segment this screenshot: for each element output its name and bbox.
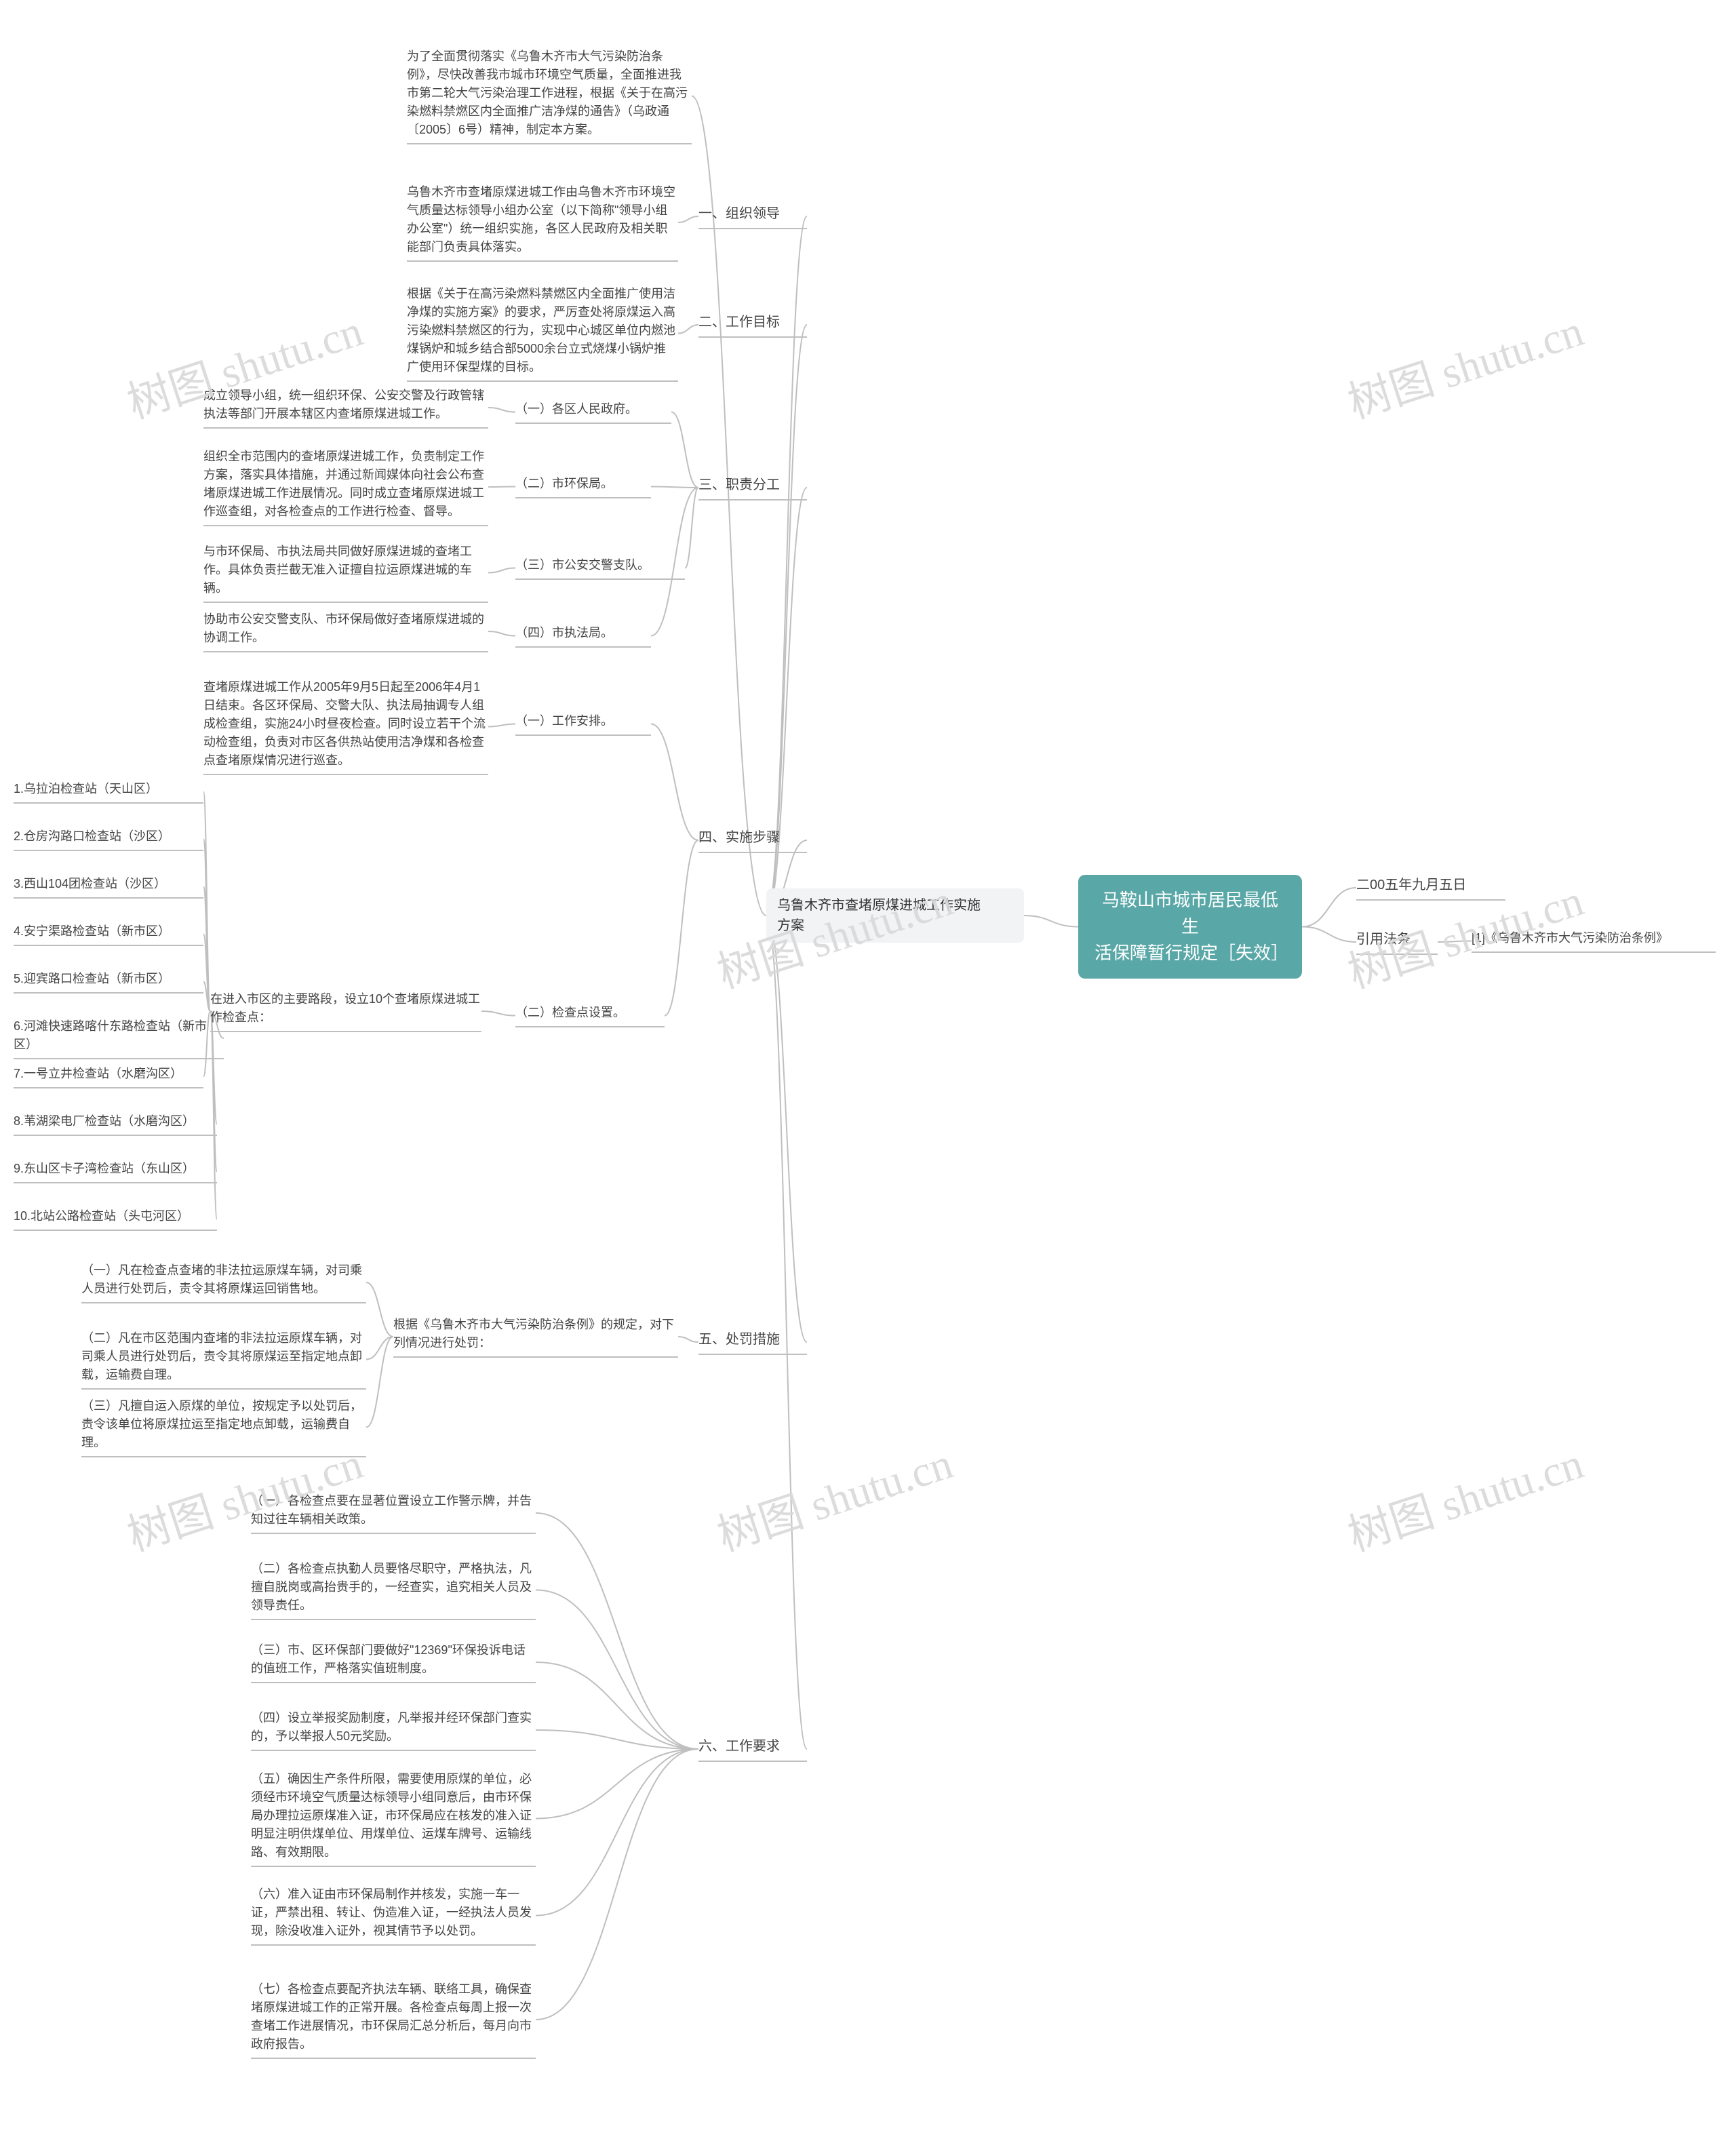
watermark: 树图 shutu.cn [1339, 1429, 1590, 1563]
checkpoint-8: 8.苇湖梁电厂检查站（水磨沟区） [14, 1112, 217, 1136]
section-3d-body: 协助市公安交警支队、市环保局做好查堵原煤进城的协调工作。 [203, 610, 488, 652]
section-3c-body: 与市环保局、市执法局共同做好原煤进城的查堵工作。具体负责拦截无准入证擅自拉运原煤… [203, 543, 488, 603]
watermark: 树图 shutu.cn [709, 1429, 960, 1563]
checkpoint-6: 6.河滩快速路喀什东路检查站（新市区） [14, 1017, 224, 1059]
section-6[interactable]: 六、工作要求 [698, 1736, 807, 1762]
checkpoint-5: 5.迎宾路口检查站（新市区） [14, 970, 203, 994]
section-3[interactable]: 三、职责分工 [698, 475, 807, 500]
checkpoint-1: 1.乌拉泊检查站（天山区） [14, 780, 203, 804]
section-6a: （一）各检查点要在显著位置设立工作警示牌，并告知过往车辆相关政策。 [251, 1492, 536, 1534]
checkpoint-3: 3.西山104团检查站（沙区） [14, 875, 203, 899]
section-6c: （三）市、区环保部门要做好"12369"环保投诉电话的值班工作，严格落实值班制度… [251, 1641, 536, 1683]
checkpoint-2: 2.仓房沟路口检查站（沙区） [14, 827, 203, 851]
section-5a: （一）凡在检查点查堵的非法拉运原煤车辆，对司乘人员进行处罚后，责令其将原煤运回销… [81, 1261, 366, 1303]
section-1-body: 乌鲁木齐市查堵原煤进城工作由乌鲁木齐市环境空气质量达标领导小组办公室（以下简称"… [407, 183, 678, 262]
section-4[interactable]: 四、实施步骤 [698, 827, 807, 853]
section-3a[interactable]: （一）各区人民政府。 [515, 400, 671, 424]
checkpoint-9: 9.东山区卡子湾检查站（东山区） [14, 1160, 217, 1183]
section-6b: （二）各检查点执勤人员要恪尽职守，严格执法，凡擅自脱岗或高抬贵手的，一经查实，追… [251, 1560, 536, 1620]
citation-ref[interactable]: [1]《乌鲁木齐市大气污染防治条例》 [1472, 929, 1716, 953]
section-3b-body: 组织全市范围内的查堵原煤进城工作，负责制定工作方案，落实具体措施，并通过新闻媒体… [203, 448, 488, 526]
section-1[interactable]: 一、组织领导 [698, 203, 807, 229]
checkpoint-4: 4.安宁渠路检查站（新市区） [14, 922, 203, 946]
section-2[interactable]: 二、工作目标 [698, 312, 807, 338]
section-6g: （七）各检查点要配齐执法车辆、联络工具，确保查堵原煤进城工作的正常开展。各检查点… [251, 1980, 536, 2059]
section-3b[interactable]: （二）市环保局。 [515, 475, 651, 498]
citation-node[interactable]: 引用法条 [1356, 929, 1438, 955]
section-4b-body: 在进入市区的主要路段，设立10个查堵原煤进城工作检查点： [210, 990, 481, 1032]
section-5b: （二）凡在市区范围内查堵的非法拉运原煤车辆，对司乘人员进行处罚后，责令其将原煤运… [81, 1329, 366, 1390]
watermark: 树图 shutu.cn [1339, 296, 1590, 431]
root-node[interactable]: 马鞍山市城市居民最低生 活保障暂行规定［失效］ [1078, 875, 1302, 979]
section-5c: （三）凡擅自运入原煤的单位，按规定予以处罚后，责令该单位将原煤拉运至指定地点卸载… [81, 1397, 366, 1457]
section-4a[interactable]: （一）工作安排。 [515, 712, 651, 736]
section-6f: （六）准入证由市环保局制作并核发，实施一车一证，严禁出租、转让、伪造准入证，一经… [251, 1885, 536, 1946]
section-6d: （四）设立举报奖励制度，凡举报并经环保部门查实的，予以举报人50元奖励。 [251, 1709, 536, 1751]
section-6e: （五）确因生产条件所限，需要使用原煤的单位，必须经市环境空气质量达标领导小组同意… [251, 1770, 536, 1867]
checkpoint-7: 7.一号立井检查站（水磨沟区） [14, 1065, 203, 1088]
section-3c[interactable]: （三）市公安交警支队。 [515, 556, 685, 580]
plan-title[interactable]: 乌鲁木齐市查堵原煤进城工作实施 方案 [766, 888, 1024, 943]
section-2-body: 根据《关于在高污染燃料禁燃区内全面推广使用洁净煤的实施方案》的要求，严厉查处将原… [407, 285, 678, 382]
section-3a-body: 成立领导小组，统一组织环保、公安交警及行政管辖执法等部门开展本辖区内查堵原煤进城… [203, 387, 488, 429]
section-4b[interactable]: （二）检查点设置。 [515, 1004, 665, 1027]
section-4a-body: 查堵原煤进城工作从2005年9月5日起至2006年4月1日结束。各区环保局、交警… [203, 678, 488, 775]
intro-paragraph: 为了全面贯彻落实《乌鲁木齐市大气污染防治条例》，尽快改善我市城市环境空气质量，全… [407, 47, 692, 144]
section-5-intro: 根据《乌鲁木齐市大气污染防治条例》的规定，对下列情况进行处罚： [393, 1316, 678, 1358]
checkpoint-10: 10.北站公路检查站（头屯河区） [14, 1207, 217, 1231]
section-3d[interactable]: （四）市执法局。 [515, 624, 651, 648]
date-node[interactable]: 二00五年九月五日 [1356, 875, 1505, 901]
section-5[interactable]: 五、处罚措施 [698, 1329, 807, 1355]
